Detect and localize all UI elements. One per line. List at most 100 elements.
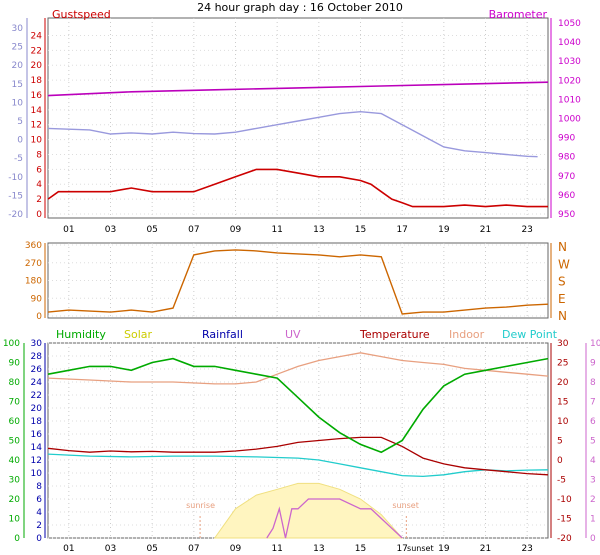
uv-axis-tick-label: 2	[590, 495, 596, 505]
temp-right-axis-tick-label: 5	[557, 437, 563, 447]
rain-axis-tick-label: 6	[36, 495, 42, 505]
baro-axis-tick-label: 1020	[558, 76, 581, 86]
baro-axis-tick-label: 950	[558, 210, 575, 220]
barometer-line	[47, 81, 549, 97]
humidity-axis-tick-label: 70	[9, 398, 21, 408]
gust-axis-tick-label: 14	[31, 106, 43, 116]
winddir-axis-tick-label: 0	[36, 312, 42, 322]
compass-label: S	[558, 275, 566, 289]
temp-right-axis-tick-label: 25	[557, 359, 568, 369]
baro-axis-tick-label: 1040	[558, 38, 581, 48]
compass-label: W	[558, 257, 570, 271]
weather-x-tick-label: 05	[146, 544, 157, 554]
rain-axis-tick-label: 20	[31, 404, 43, 414]
gust-axis-tick-label: 24	[31, 31, 43, 41]
gust-axis-tick-label: 18	[31, 76, 43, 86]
temp-right-axis-tick-label: 0	[557, 456, 563, 466]
humidity-axis-tick-label: 30	[9, 476, 21, 486]
gust-axis-tick-label: 0	[36, 210, 42, 220]
baro-axis-tick-label: 990	[558, 134, 575, 144]
gust-axis-tick-label: 8	[36, 150, 42, 160]
rain-axis-tick-label: 30	[31, 339, 43, 349]
wind-baro-x-tick-label: 05	[146, 225, 157, 235]
sunrise-label: sunrise	[186, 501, 215, 510]
winddir-axis-tick-label: 180	[25, 277, 42, 287]
gust-axis-tick-label: 6	[36, 165, 42, 175]
temp-axis-tick-label: 25	[12, 43, 23, 53]
humidity-axis-tick-label: 20	[9, 495, 21, 505]
wind-baro-plot	[47, 17, 549, 219]
temp-right-axis-tick-label: 15	[557, 398, 568, 408]
rain-axis-tick-label: 4	[36, 508, 42, 518]
wind-direction-line	[47, 249, 549, 315]
temp-axis-tick-label: 5	[17, 117, 23, 127]
rain-axis-tick-label: 12	[31, 456, 42, 466]
winddir-axis-tick-label: 90	[31, 294, 43, 304]
uv-line	[266, 498, 403, 539]
gust-axis-tick-label: 12	[31, 121, 42, 131]
rain-axis-tick-label: 16	[31, 430, 43, 440]
temp-right-axis-tick-label: -10	[557, 495, 572, 505]
gust-axis-tick-label: 4	[36, 180, 42, 190]
wind-baro-x-tick-label: 23	[521, 225, 532, 235]
humidity-axis-tick-label: 50	[9, 437, 21, 447]
rain-axis-tick-label: 10	[31, 469, 43, 479]
rain-axis-tick-label: 26	[31, 365, 43, 375]
wind-baro-x-tick-label: 15	[355, 225, 366, 235]
uv-axis-tick-label: 8	[590, 378, 596, 388]
wind-baro-x-tick-label: 09	[230, 225, 242, 235]
uv-axis-tick-label: 9	[590, 359, 596, 369]
weather-x-tick-label: 03	[105, 544, 116, 554]
gust-axis-tick-label: 2	[36, 195, 42, 205]
baro-axis-tick-label: 1000	[558, 115, 581, 125]
barometer-label: Barometer	[489, 8, 548, 21]
temperature-line	[47, 436, 549, 476]
humidity-axis-tick-label: 80	[9, 378, 21, 388]
legend-dew-point: Dew Point	[502, 328, 558, 341]
temp-axis-tick-label: -15	[8, 191, 23, 201]
wind-baro-x-tick-label: 17	[396, 225, 407, 235]
humidity-axis-tick-label: 60	[9, 417, 21, 427]
temperature-line-top	[47, 110, 538, 158]
temp-axis-tick-label: -10	[8, 173, 23, 183]
baro-axis-tick-label: 960	[558, 191, 575, 201]
chart-title: 24 hour graph day : 16 October 2010	[197, 1, 403, 14]
sunset-label: sunset	[392, 501, 419, 510]
weather-x-tick-label: 15	[355, 544, 366, 554]
wind-baro-x-tick-label: 03	[105, 225, 116, 235]
sunset-x-tick-label: sunset	[407, 544, 434, 553]
uv-axis-tick-label: 3	[590, 476, 596, 486]
baro-axis-tick-label: 970	[558, 172, 575, 182]
uv-axis-tick-label: 7	[590, 398, 596, 408]
uv-axis-tick-label: 5	[590, 437, 596, 447]
humidity-line	[47, 357, 549, 454]
rain-axis-tick-label: 8	[36, 482, 42, 492]
rain-axis-tick-label: 0	[36, 534, 42, 544]
rain-axis-tick-label: 2	[36, 521, 42, 531]
temp-right-axis-tick-label: 30	[557, 339, 569, 349]
compass-label: N	[558, 309, 567, 323]
temp-axis-tick-label: 15	[12, 80, 23, 90]
rain-axis-tick-label: 22	[31, 391, 42, 401]
temp-axis-tick-label: 30	[12, 24, 24, 34]
humidity-axis-tick-label: 10	[9, 515, 21, 525]
weather-x-tick-label: 19	[438, 544, 450, 554]
wind-baro-plot-frame	[47, 17, 549, 219]
uv-axis-tick-label: 6	[590, 417, 596, 427]
gust-axis-tick-label: 20	[31, 61, 43, 71]
legend-humidity: Humidity	[56, 328, 106, 341]
gust-axis-tick-label: 16	[31, 91, 43, 101]
weather-x-tick-label: 01	[63, 544, 74, 554]
temp-right-axis-tick-label: 10	[557, 417, 569, 427]
temp-axis-tick-label: 0	[17, 136, 23, 146]
gustspeed-line	[47, 168, 548, 208]
legend-uv: UV	[285, 328, 301, 341]
legend-solar: Solar	[124, 328, 153, 341]
humidity-axis-tick-label: 90	[9, 359, 21, 369]
weather-x-tick-label: 11	[271, 544, 282, 554]
temp-right-axis-tick-label: -5	[557, 476, 566, 486]
temp-right-axis-tick-label: -20	[557, 534, 572, 544]
wind-baro-x-tick-label: 01	[63, 225, 74, 235]
uv-axis-tick-label: 4	[590, 456, 596, 466]
humidity-axis-tick-label: 40	[9, 456, 21, 466]
